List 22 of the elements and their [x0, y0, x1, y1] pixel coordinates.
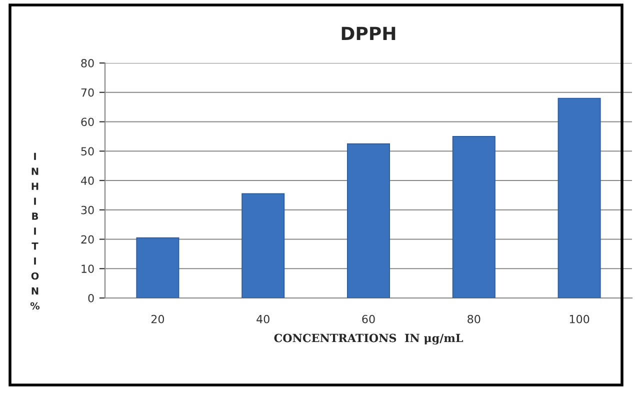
y-tick-label: 30 [81, 206, 94, 214]
y-tick-label: 20 [81, 235, 94, 244]
y-tick-label: 70 [81, 88, 94, 97]
y-tick-label: 60 [81, 118, 94, 126]
x-tick-label: 20 [151, 314, 164, 324]
y-tick-label: 50 [81, 147, 94, 156]
y-tick-label: 0 [88, 294, 94, 302]
y-tick-label: 40 [80, 176, 94, 185]
bar [242, 193, 285, 298]
chart-title: DPPH [342, 26, 396, 40]
bar [136, 237, 180, 298]
text: INHIBITION% [30, 152, 40, 310]
x-tick-label: 100 [570, 314, 590, 324]
bar [347, 143, 390, 298]
x-tick-label: 60 [362, 314, 375, 324]
bar [452, 136, 496, 298]
y-tick-label: 10 [82, 264, 94, 274]
x-axis-title: CONCENTRATIONS IN μg/mL [274, 334, 463, 345]
x-tick-label: 80 [468, 314, 480, 324]
x-tick-label: 40 [256, 314, 270, 324]
bar [558, 98, 601, 298]
y-tick-label: 80 [81, 58, 94, 68]
